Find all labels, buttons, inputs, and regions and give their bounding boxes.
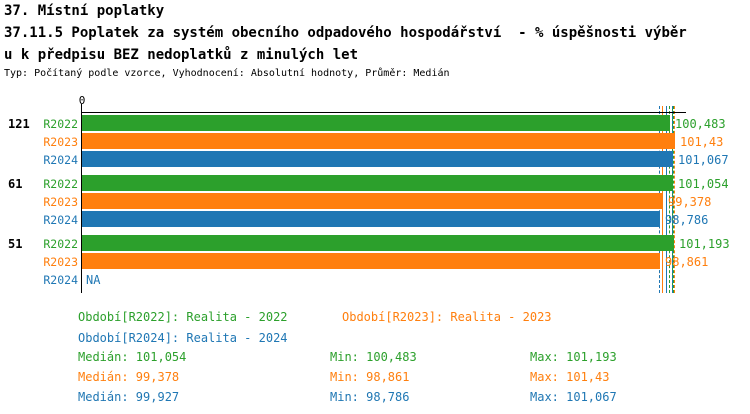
series-label: R2022 [43,117,78,131]
legend-period-r2023: Období[R2023]: Realita - 2023 [342,310,552,324]
axis-line-top [81,112,686,113]
bar [82,151,673,167]
indicator-title-line2: u k předpisu BEZ nedoplatků z minulých l… [4,47,359,63]
series-label: R2022 [43,237,78,251]
legend-min-r2024: Min: 98,786 [330,390,410,404]
bar-value-label: 101,193 [679,237,730,251]
bar-value-label: 99,378 [668,195,712,209]
axis-zero-tick [81,104,82,112]
group-label: 61 [8,177,23,191]
bar [82,211,660,227]
bar [82,235,674,251]
series-label: R2023 [43,195,78,209]
bar [82,133,675,149]
bar [82,193,663,209]
max-line-r2022 [673,106,674,293]
legend-median-r2023: Medián: 99,378 [78,370,180,384]
max-line-r2024 [672,106,673,293]
series-label: R2022 [43,177,78,191]
legend-period-r2024: Období[R2024]: Realita - 2024 [78,331,288,345]
series-label: R2024 [43,153,78,167]
series-label: R2024 [43,273,78,287]
bar [82,253,660,269]
legend-period-r2022: Období[R2022]: Realita - 2022 [78,310,288,324]
bar [82,115,670,131]
series-label: R2023 [43,135,78,149]
indicator-title-line1: 37.11.5 Poplatek za systém obecního odpa… [4,25,687,41]
series-label: R2023 [43,255,78,269]
bar-value-label: 98,861 [665,255,709,269]
bar-value-label: 101,054 [678,177,729,191]
indicator-meta: Typ: Počítaný podle vzorce, Vyhodnocení:… [4,68,450,79]
legend-median-r2024: Medián: 99,927 [78,390,180,404]
min-line-r2022 [669,106,670,293]
legend-max-r2024: Max: 101,067 [530,390,617,404]
bar-value-label: 100,483 [675,117,726,131]
max-line-r2023 [674,106,675,293]
legend-max-r2023: Max: 101,43 [530,370,610,384]
group-label: 51 [8,237,23,251]
series-label: R2024 [43,213,78,227]
bar [82,175,673,191]
legend-max-r2022: Max: 101,193 [530,350,617,364]
group-label: 121 [8,117,30,131]
legend-median-r2022: Medián: 101,054 [78,350,187,364]
bar-value-label: 98,786 [665,213,709,227]
legend-min-r2022: Min: 100,483 [330,350,417,364]
bar-value-label: 101,067 [678,153,729,167]
na-value-label: NA [86,273,101,287]
report-title: 37. Místní poplatky [4,3,165,19]
median-line-r2024 [666,106,667,293]
axis-line-left [81,112,82,293]
bar-value-label: 101,43 [680,135,724,149]
legend-min-r2023: Min: 98,861 [330,370,410,384]
axis-zero-label: 0 [78,94,86,107]
